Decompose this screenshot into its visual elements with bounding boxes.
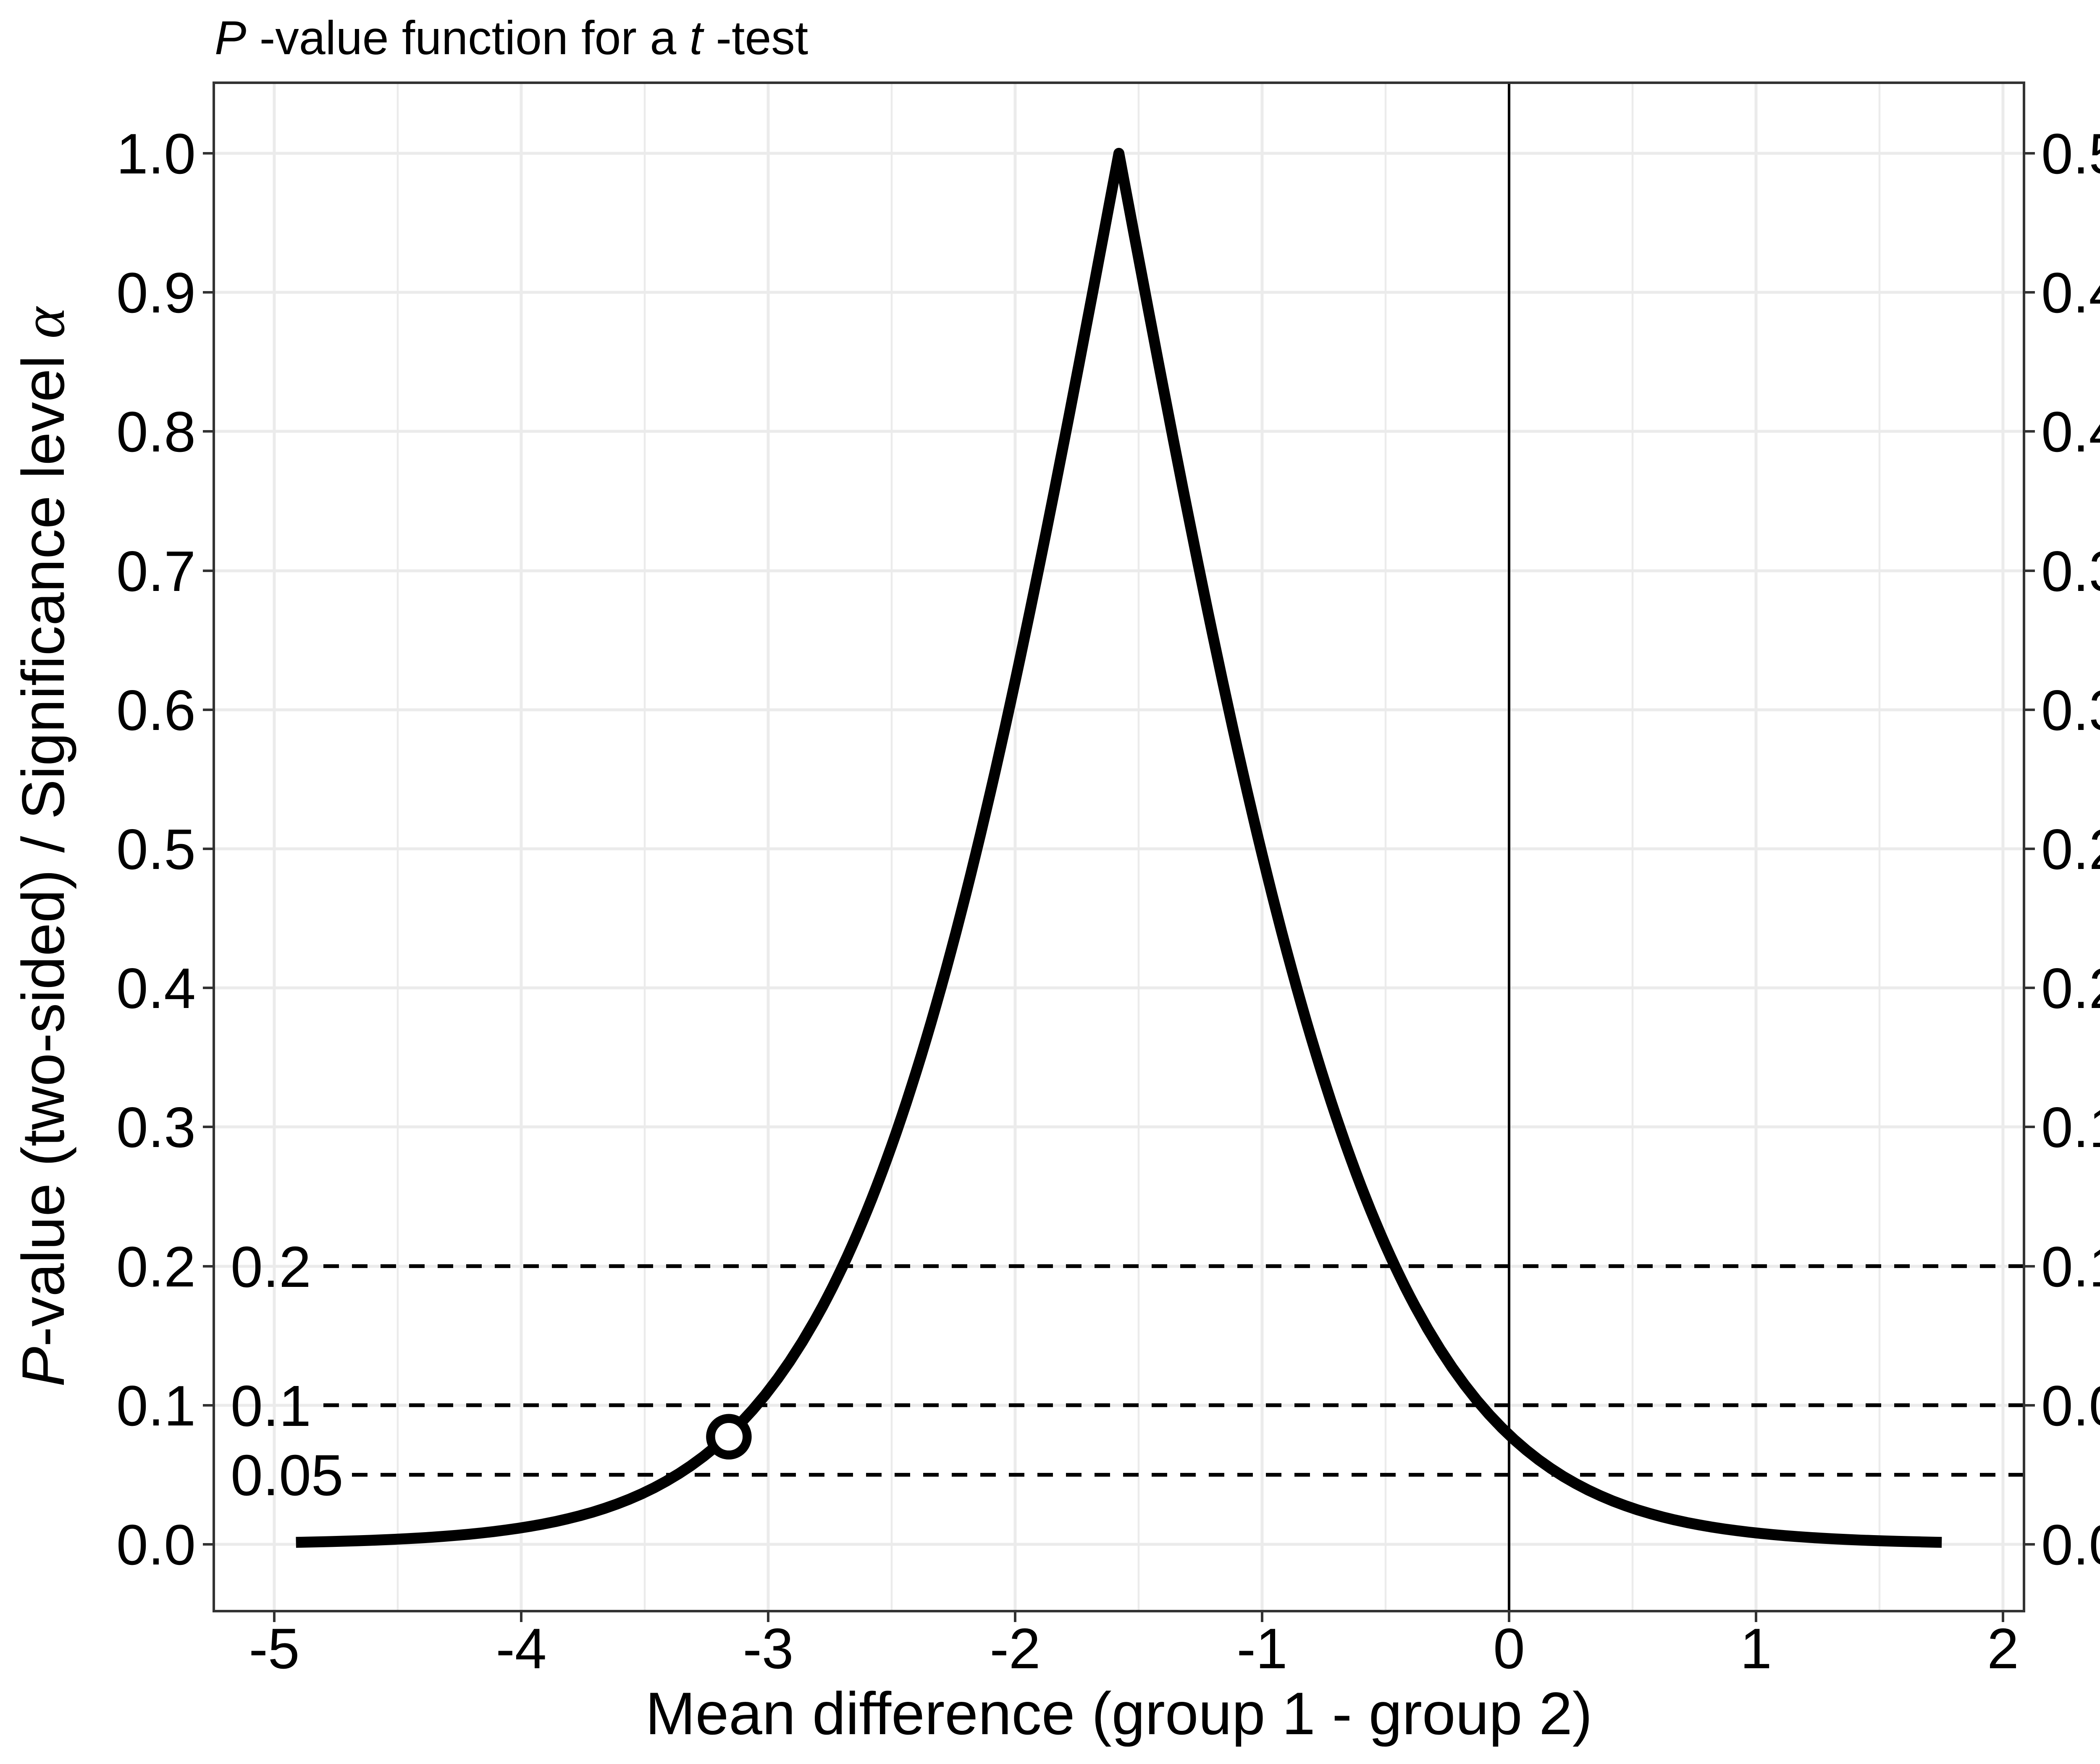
svg-text:0.1: 0.1 [116, 1374, 196, 1438]
svg-text:0.05: 0.05 [2041, 1374, 2100, 1438]
svg-text:-1: -1 [1237, 1617, 1288, 1680]
svg-text:2: 2 [1987, 1617, 2019, 1680]
svg-text:0.1: 0.1 [231, 1374, 311, 1438]
svg-text:-3: -3 [743, 1617, 794, 1680]
svg-text:0.8: 0.8 [116, 400, 196, 464]
svg-text:-4: -4 [496, 1617, 547, 1680]
svg-text:P -value function for a t -tes: P -value function for a t -test [215, 11, 808, 64]
svg-text:0.10: 0.10 [2041, 1235, 2100, 1299]
svg-text:0.35: 0.35 [2041, 539, 2100, 603]
svg-text:0.2: 0.2 [116, 1235, 196, 1299]
svg-text:0.05: 0.05 [231, 1443, 344, 1508]
svg-text:0.0: 0.0 [116, 1513, 196, 1577]
svg-text:0.6: 0.6 [116, 678, 196, 742]
svg-text:0: 0 [1493, 1617, 1525, 1680]
svg-text:0.7: 0.7 [116, 539, 196, 603]
svg-text:0.9: 0.9 [116, 261, 196, 325]
svg-text:-2: -2 [990, 1617, 1041, 1680]
svg-text:0.5: 0.5 [116, 817, 196, 881]
svg-text:0.50: 0.50 [2041, 122, 2100, 186]
svg-text:0.3: 0.3 [116, 1095, 196, 1159]
svg-text:0.15: 0.15 [2041, 1095, 2100, 1159]
svg-text:0.25: 0.25 [2041, 817, 2100, 881]
svg-text:0.4: 0.4 [116, 956, 196, 1020]
svg-text:1: 1 [1740, 1617, 1772, 1680]
svg-text:0.20: 0.20 [2041, 956, 2100, 1020]
svg-text:0.00: 0.00 [2041, 1513, 2100, 1577]
svg-text:0.45: 0.45 [2041, 261, 2100, 325]
svg-text:0.40: 0.40 [2041, 400, 2100, 464]
svg-text:0.30: 0.30 [2041, 678, 2100, 742]
svg-text:0.2: 0.2 [231, 1235, 311, 1299]
svg-text:-5: -5 [249, 1617, 300, 1680]
svg-text:P-value (two-sided) / Signific: P-value (two-sided) / Significance level… [10, 306, 77, 1387]
svg-text:1.0: 1.0 [116, 122, 196, 186]
svg-text:Mean difference (group 1 - gro: Mean difference (group 1 - group 2) [646, 1680, 1593, 1747]
